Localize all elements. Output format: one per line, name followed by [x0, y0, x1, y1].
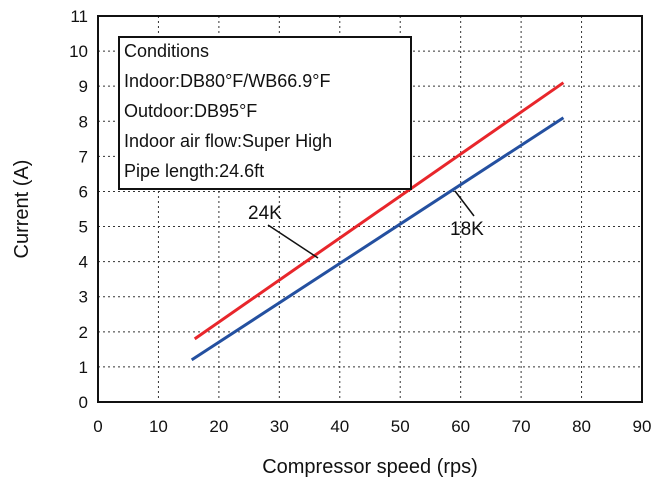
leader-line-24k [267, 224, 319, 259]
plot-frame [97, 15, 643, 403]
conditions-outdoor: Outdoor:DB95°F [124, 101, 257, 121]
y-tick-label: 6 [79, 182, 88, 201]
series-line-24k [193, 81, 565, 341]
y-tick-label: 5 [79, 218, 88, 237]
series-label-24k: 24K [248, 203, 282, 224]
y-tick-label: 3 [79, 288, 88, 307]
y-tick-label: 4 [79, 253, 88, 272]
series-lines [190, 81, 565, 362]
x-tick-label: 10 [149, 417, 168, 436]
y-tick-label: 8 [79, 112, 88, 131]
y-tick-label: 9 [79, 77, 88, 96]
x-axis-title: Compressor speed (rps) [262, 456, 478, 478]
y-tick-label: 2 [79, 323, 88, 342]
x-tick-label: 30 [270, 417, 289, 436]
x-tick-label: 40 [330, 417, 349, 436]
y-tick-label: 7 [79, 147, 88, 166]
series-label-18k-group: 18K [450, 190, 484, 240]
y-tick-label: 0 [79, 393, 88, 412]
x-tick-label: 0 [93, 417, 102, 436]
conditions-title: Conditions [124, 41, 209, 61]
series-label-24k-group: 24K [248, 203, 319, 259]
conditions-box-border [118, 36, 412, 190]
series-label-18k: 18K [450, 219, 484, 240]
x-tick-label: 20 [209, 417, 228, 436]
conditions-indoor: Indoor:DB80°F/WB66.9°F [124, 71, 330, 91]
x-tick-label: 80 [572, 417, 591, 436]
leader-line-18k [454, 190, 475, 217]
x-tick-label: 70 [512, 417, 531, 436]
y-tick-label: 11 [70, 7, 88, 26]
x-tick-label: 90 [633, 417, 652, 436]
conditions-pipe-length: Pipe length:24.6ft [124, 161, 264, 181]
x-tick-label: 50 [391, 417, 410, 436]
y-tick-label: 10 [69, 42, 88, 61]
x-tick-label: 60 [451, 417, 470, 436]
y-axis-title: Current (A) [11, 160, 33, 259]
series-line-18k [190, 116, 565, 362]
y-tick-label: 1 [79, 358, 88, 377]
conditions-box: Conditions Indoor:DB80°F/WB66.9°F Outdoo… [118, 36, 412, 190]
conditions-air-flow: Indoor air flow:Super High [124, 131, 332, 151]
tick-labels: 0 10 20 30 40 50 60 70 80 90 0 1 2 3 4 5 6 7 8 9 10 11 [69, 7, 651, 436]
